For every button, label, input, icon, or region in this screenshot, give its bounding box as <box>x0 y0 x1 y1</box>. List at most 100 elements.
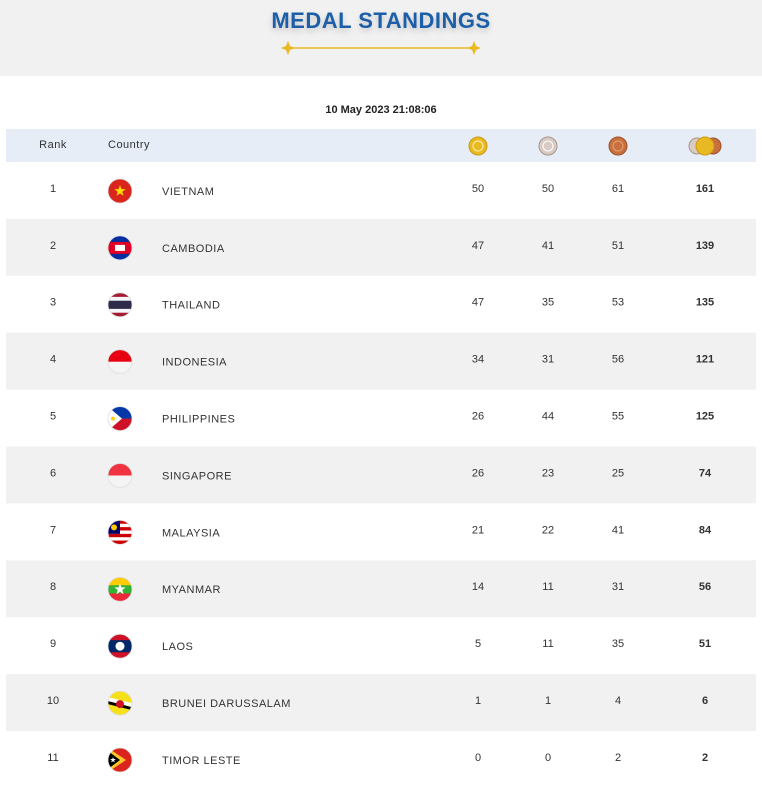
total-count: 51 <box>699 638 711 650</box>
flag-stripe <box>108 577 132 586</box>
country-name: VIETNAM <box>162 186 214 198</box>
country-name: MALAYSIA <box>162 527 220 539</box>
flag-star <box>110 757 116 763</box>
rank: 8 <box>50 581 56 593</box>
flag-disc <box>115 641 125 651</box>
flag <box>108 748 132 772</box>
flag <box>108 235 132 260</box>
silver-count: 50 <box>542 183 554 195</box>
gold-count: 0 <box>475 752 481 764</box>
silver-count: 1 <box>545 695 551 707</box>
total-count: 121 <box>696 354 714 366</box>
silver-count: 35 <box>542 297 554 309</box>
bronze-count: 2 <box>615 752 621 764</box>
total-count: 135 <box>696 297 714 309</box>
table-header <box>6 129 756 162</box>
flag-stripe <box>108 300 132 310</box>
flag-temple <box>115 244 125 251</box>
rank: 9 <box>50 638 56 650</box>
bronze-count: 51 <box>612 240 624 252</box>
flag-ring <box>107 349 133 375</box>
total-count: 125 <box>696 411 714 423</box>
silver-count: 0 <box>545 752 551 764</box>
flag-stripe <box>108 308 132 314</box>
silver-count: 44 <box>542 411 554 423</box>
silver-count: 31 <box>542 354 554 366</box>
bronze-count: 25 <box>612 467 624 479</box>
flag-stripe <box>108 475 132 488</box>
bronze-count: 31 <box>612 581 624 593</box>
silver-icon <box>538 136 558 156</box>
total-icon <box>688 136 722 156</box>
flag-sun <box>111 416 115 421</box>
flag-ring <box>107 292 133 318</box>
gold-count: 47 <box>472 297 484 309</box>
rank: 2 <box>50 240 56 252</box>
flag-stripe <box>108 253 132 260</box>
timestamp: 10 May 2023 21:08:06 <box>325 104 436 116</box>
total-count: 74 <box>699 467 712 479</box>
gold-count: 34 <box>472 354 484 366</box>
flag <box>108 463 132 488</box>
rank: 1 <box>50 183 56 195</box>
country-name: INDONESIA <box>162 357 227 369</box>
country-name: BRUNEI DARUSSALAM <box>162 698 291 710</box>
flag-ring <box>107 576 133 602</box>
flag-stripe <box>108 537 132 541</box>
flag-stripe <box>108 235 132 243</box>
flag-stripe <box>108 292 132 298</box>
silver-count: 11 <box>542 581 553 593</box>
bronze-count: 35 <box>612 638 624 650</box>
flag <box>108 349 132 374</box>
bronze-count: 4 <box>615 695 621 707</box>
rank: 10 <box>47 695 59 707</box>
flag-stripe <box>108 634 132 641</box>
flag-star <box>114 185 126 196</box>
gold-count: 5 <box>475 638 481 650</box>
flag <box>108 179 132 203</box>
country-name: SINGAPORE <box>162 470 232 482</box>
rank: 3 <box>50 297 56 309</box>
flag <box>108 292 132 317</box>
column-header: Rank <box>39 139 67 151</box>
country-name: CAMBODIA <box>162 243 225 255</box>
flag-stripe <box>108 296 132 302</box>
flag <box>108 577 132 602</box>
column-header: Country <box>108 139 150 151</box>
flag-stripe <box>108 540 132 545</box>
gold-count: 26 <box>472 411 484 423</box>
flag-stripe <box>108 463 132 476</box>
flag-emblem <box>116 700 124 709</box>
flag-stripe <box>108 593 132 602</box>
page-title: MEDAL STANDINGS <box>271 8 490 33</box>
flag-stripe <box>108 349 132 362</box>
silver-count: 23 <box>542 467 554 479</box>
bronze-count: 61 <box>612 183 624 195</box>
gold-count: 47 <box>472 240 484 252</box>
flag-ring <box>107 633 133 659</box>
total-count: 56 <box>699 581 711 593</box>
country-name: MYANMAR <box>162 584 221 596</box>
flag <box>108 520 132 545</box>
total-count: 84 <box>699 524 712 536</box>
silver-count: 22 <box>542 524 554 536</box>
gold-count: 1 <box>475 695 481 707</box>
flag-ring <box>107 690 133 716</box>
country-name: PHILIPPINES <box>162 414 235 426</box>
country-name: TIMOR LESTE <box>162 755 241 767</box>
gold-count: 14 <box>472 581 484 593</box>
bronze-count: 56 <box>612 354 624 366</box>
flag-stripe <box>108 312 132 317</box>
silver-count: 41 <box>542 240 554 252</box>
star <box>467 41 481 55</box>
rank: 11 <box>47 752 58 764</box>
flag-ring <box>107 747 133 773</box>
bronze-count: 55 <box>612 411 624 423</box>
gold-count: 50 <box>472 183 484 195</box>
header-band <box>0 0 762 76</box>
bronze-count: 41 <box>612 524 624 536</box>
flag-ring <box>107 178 133 204</box>
flag-ring <box>107 235 133 261</box>
